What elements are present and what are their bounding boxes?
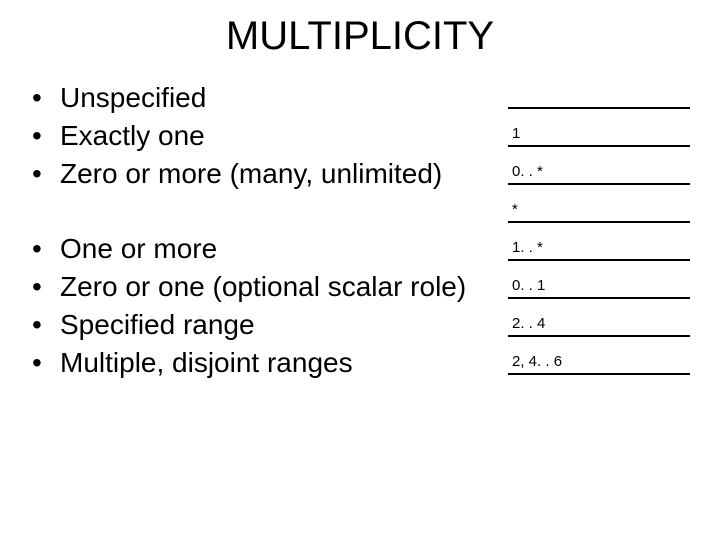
notation-line — [508, 373, 690, 375]
notation-label: 2. . 4 — [512, 315, 545, 332]
notation-row: 2. . 4 — [508, 312, 690, 350]
notation-line — [508, 259, 690, 261]
notation-row: 2, 4. . 6 — [508, 350, 690, 388]
notation-row: 0. . * — [508, 160, 690, 198]
notation-line — [508, 107, 690, 109]
notation-row: 1 — [508, 122, 690, 160]
notation-label: 1. . * — [512, 239, 543, 256]
notation-row — [508, 84, 690, 122]
notation-label: 2, 4. . 6 — [512, 353, 562, 370]
notation-column: 1 0. . * * 1. . * 0. . 1 2. . 4 2, 4. . … — [508, 84, 690, 388]
notation-row: 0. . 1 — [508, 274, 690, 312]
notation-line — [508, 145, 690, 147]
notation-label: * — [512, 201, 518, 218]
notation-row: 1. . * — [508, 236, 690, 274]
notation-label: 1 — [512, 125, 520, 142]
notation-line — [508, 221, 690, 223]
notation-line — [508, 183, 690, 185]
notation-label: 0. . 1 — [512, 277, 545, 294]
notation-line — [508, 335, 690, 337]
notation-label: 0. . * — [512, 163, 543, 180]
notation-line — [508, 297, 690, 299]
page-title: MULTIPLICITY — [0, 0, 720, 69]
notation-row: * — [508, 198, 690, 236]
